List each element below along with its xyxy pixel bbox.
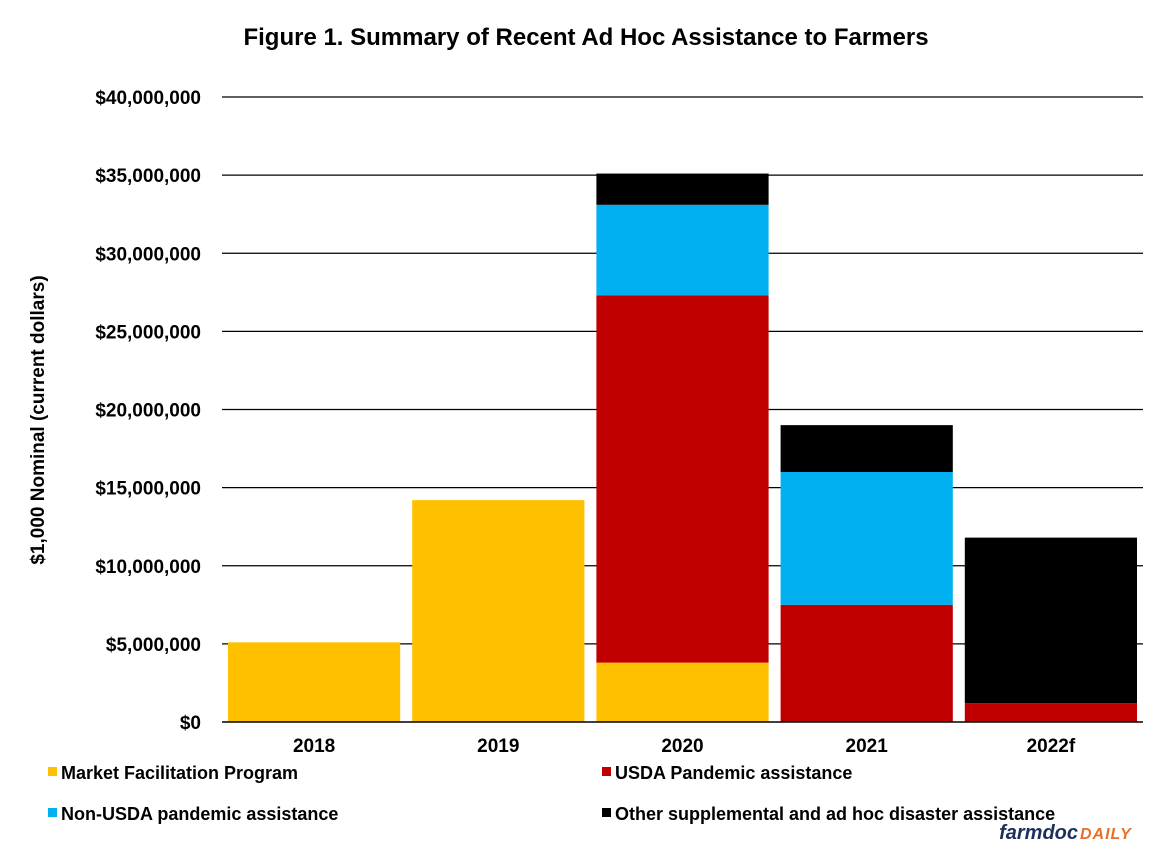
- bar-2021-series-1: [780, 604, 953, 722]
- y-tick-label: $35,000,000: [95, 166, 201, 187]
- logo-text-daily: DAILY: [1080, 826, 1132, 843]
- y-tick-label: $25,000,000: [95, 322, 201, 343]
- y-tick-label: $40,000,000: [95, 88, 201, 109]
- legend-swatch: [48, 808, 57, 817]
- bar-2020-series-1: [596, 295, 769, 663]
- bars: [228, 173, 1137, 722]
- bar-2019-series-0: [412, 500, 585, 722]
- y-tick-label: $30,000,000: [95, 244, 201, 265]
- legend-swatch: [602, 767, 611, 776]
- legend-label: USDA Pandemic assistance: [615, 763, 852, 783]
- chart-title: Figure 1. Summary of Recent Ad Hoc Assis…: [243, 24, 928, 51]
- bar-2022f-series-1: [964, 703, 1137, 722]
- legend-swatch: [602, 808, 611, 817]
- bar-2022f-series-3: [964, 537, 1137, 704]
- legend: Market Facilitation Program USDA Pandemic…: [48, 763, 1055, 824]
- x-tick-label: 2020: [661, 736, 703, 757]
- legend-swatch: [48, 767, 57, 776]
- x-tick-label: 2019: [477, 736, 519, 757]
- legend-label: Other supplemental and ad hoc disaster a…: [615, 804, 1055, 824]
- bar-2018-series-0: [228, 642, 401, 722]
- x-tick-label: 2021: [846, 736, 889, 757]
- bar-2020-series-3: [596, 173, 769, 205]
- logo: farmdoc DAILY: [999, 822, 1132, 844]
- logo-text-farmdoc: farmdoc: [999, 822, 1078, 844]
- y-tick-label: $0: [180, 713, 201, 734]
- axes: $0 $5,000,000 $10,000,000 $15,000,000 $20,00…: [95, 88, 1143, 757]
- y-tick-label: $5,000,000: [106, 635, 201, 656]
- y-tick-label: $10,000,000: [95, 557, 201, 578]
- legend-label: Market Facilitation Program: [61, 763, 298, 783]
- y-tick-label: $15,000,000: [95, 479, 201, 500]
- bar-2020-series-2: [596, 204, 769, 296]
- x-tick-label: 2018: [293, 736, 335, 757]
- bar-2021-series-3: [780, 425, 953, 472]
- bar-2020-series-0: [596, 662, 769, 722]
- y-tick-label: $20,000,000: [95, 401, 201, 422]
- x-tick-label: 2022f: [1027, 736, 1076, 757]
- bar-2021-series-2: [780, 472, 953, 605]
- y-axis-label: $1,000 Nominal (current dollars): [28, 275, 49, 564]
- legend-label: Non-USDA pandemic assistance: [61, 804, 338, 824]
